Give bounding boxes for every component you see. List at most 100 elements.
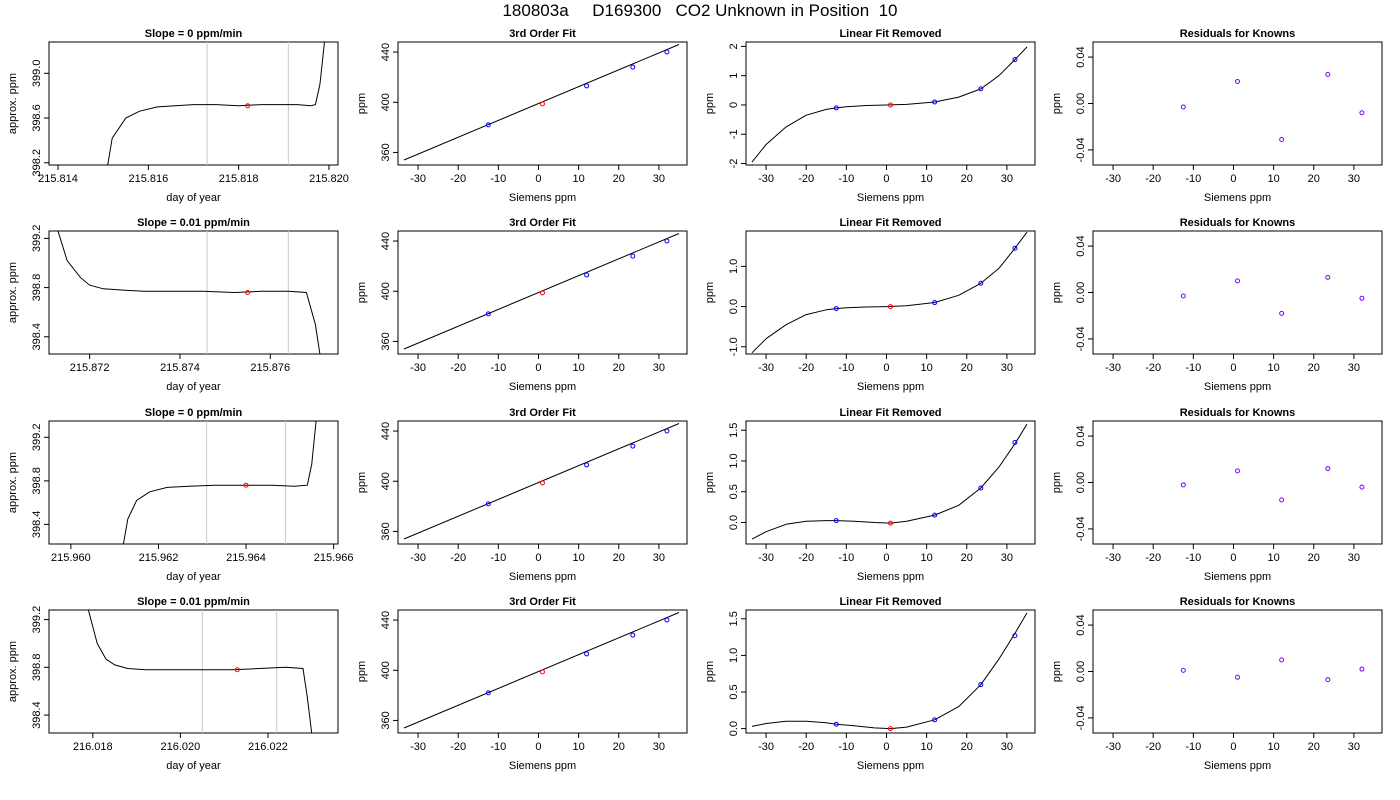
chart-8-y-tick-label: 0.00 [1075,282,1087,303]
chart-10-x-tick-label: 10 [573,552,585,564]
chart-9-y-tick-label: 399.2 [31,424,43,452]
chart-4-x-tick-label: -30 [1105,173,1121,185]
chart-15-x-axis-label: Siemens ppm [857,760,924,772]
chart-9-x-tick-label: 215.964 [226,552,266,564]
chart-16-y-axis-label: ppm [1051,661,1063,682]
chart-7-x-tick-label: 30 [1001,362,1013,374]
chart-11-x-tick-label: 30 [1001,552,1013,564]
chart-12-residual-point [1235,468,1240,474]
chart-12-y-tick-label: 0.00 [1075,472,1087,493]
chart-4-x-tick-label: -10 [1185,173,1201,185]
chart-8-residual-point [1325,274,1331,280]
chart-9-x-tick-label: 215.960 [51,552,91,564]
chart-2-x-tick-label: 10 [573,173,585,185]
chart-16-residual-point [1359,666,1365,672]
chart-9-unknown-marker [243,482,249,488]
chart-8-residual-point [1279,310,1285,316]
chart-3-title: Linear Fit Removed [839,28,941,40]
chart-6-x-tick-label: -20 [450,362,466,374]
chart-9-title: Slope = 0 ppm/min [145,407,243,419]
chart-6-x-tick-label: -10 [490,362,506,374]
chart-12-x-tick-label: -30 [1105,552,1121,564]
chart-10-x-tick-label: -30 [410,552,426,564]
chart-8-y-axis-label: ppm [1051,282,1063,303]
chart-10-x-axis-label: Siemens ppm [509,571,576,583]
chart-10-y-axis-label: ppm [356,472,368,493]
chart-2-y-tick-label: 400 [380,93,392,111]
chart-8-residual-point [1359,295,1365,301]
chart-4-x-axis-label: Siemens ppm [1204,192,1271,204]
chart-14-x-tick-label: 20 [613,741,625,753]
chart-3-x-tick-label: 20 [961,173,973,185]
chart-1-y-tick-label: 398.6 [31,104,43,132]
chart-8-x-tick-label: 10 [1268,362,1280,374]
chart-12-residual-point [1359,484,1365,490]
chart-16-title: Residuals for Knowns [1180,596,1296,608]
chart-15-x-tick-label: -20 [798,741,814,753]
chart-6-x-axis-label: Siemens ppm [509,381,576,393]
chart-3-y-tick-label: 1 [728,73,740,79]
chart-11-unknown-point [888,520,893,526]
chart-5-x-tick-label: 215.874 [160,362,200,374]
chart-5-unknown-marker [245,290,251,295]
chart-2-x-tick-label: 30 [653,173,665,185]
chart-13-x-tick-label: 216.020 [160,741,200,753]
chart-7-title: Linear Fit Removed [839,217,941,229]
chart-7-unknown-point [888,304,893,310]
chart-4-title: Residuals for Knowns [1180,28,1296,40]
chart-4-residual-point [1325,71,1331,77]
chart-7-plot-frame [745,230,1036,355]
chart-14-x-tick-label: -20 [450,741,466,753]
chart-15-y-tick-label: 1.0 [728,648,740,663]
chart-9-y-axis-label: approx. ppm [7,452,19,513]
chart-4-y-tick-label: -0.04 [1075,137,1087,162]
chart-4-residual-point [1235,78,1240,84]
chart-8-x-tick-label: 0 [1230,362,1236,374]
chart-15-plot-frame [745,609,1036,734]
chart-16-x-tick-label: -30 [1105,741,1121,753]
chart-11-y-tick-label: 0.0 [728,515,740,530]
chart-12-x-tick-label: 0 [1230,552,1236,564]
chart-7-y-tick-label: 0.0 [728,299,740,314]
chart-4-x-tick-label: 0 [1230,173,1236,185]
chart-11-known-point [833,518,839,524]
chart-16-x-tick-label: 30 [1348,741,1360,753]
chart-13-y-tick-label: 398.4 [31,701,43,729]
chart-9-plot-frame [48,420,339,545]
chart-10-x-tick-label: 20 [613,552,625,564]
chart-7-y-tick-label: -1.0 [728,337,740,356]
chart-6-x-tick-label: 10 [573,362,585,374]
chart-16-y-tick-label: 0.00 [1075,661,1087,682]
chart-6-known-point [584,272,590,278]
chart-11-x-axis-label: Siemens ppm [857,571,924,583]
chart-3-x-tick-label: 30 [1001,173,1013,185]
chart-16-x-tick-label: 0 [1230,741,1236,753]
chart-10-x-tick-label: -10 [490,552,506,564]
chart-1-y-tick-label: 399.0 [31,60,43,88]
chart-4-x-tick-label: 10 [1268,173,1280,185]
chart-14-x-tick-label: 10 [573,741,585,753]
chart-7-x-tick-label: -20 [798,362,814,374]
chart-15-x-tick-label: 30 [1001,741,1013,753]
chart-3-y-tick-label: 0 [728,102,740,108]
chart-12-plot-frame [1092,420,1383,545]
chart-11-x-tick-label: -20 [798,552,814,564]
chart-11-y-tick-label: 1.5 [728,423,740,438]
chart-15-y-tick-label: 1.5 [728,611,740,626]
chart-16-x-tick-label: -20 [1145,741,1161,753]
chart-10-unknown-point [540,480,545,486]
chart-1-y-tick-label: 398.2 [31,149,43,177]
chart-7-x-tick-label: 0 [883,362,889,374]
chart-14-unknown-point [540,669,545,675]
chart-4-y-tick-label: 0.04 [1075,46,1087,67]
chart-11-x-tick-label: 10 [921,552,933,564]
chart-3-x-tick-label: -20 [798,173,814,185]
chart-11-title: Linear Fit Removed [839,407,941,419]
chart-13-x-axis-label: day of year [166,760,221,772]
chart-12-x-tick-label: 30 [1348,552,1360,564]
chart-13-y-tick-label: 399.2 [31,606,43,634]
chart-16-residual-point [1180,667,1186,673]
chart-16-y-tick-label: 0.04 [1075,614,1087,635]
chart-5-plot-frame [48,230,339,355]
